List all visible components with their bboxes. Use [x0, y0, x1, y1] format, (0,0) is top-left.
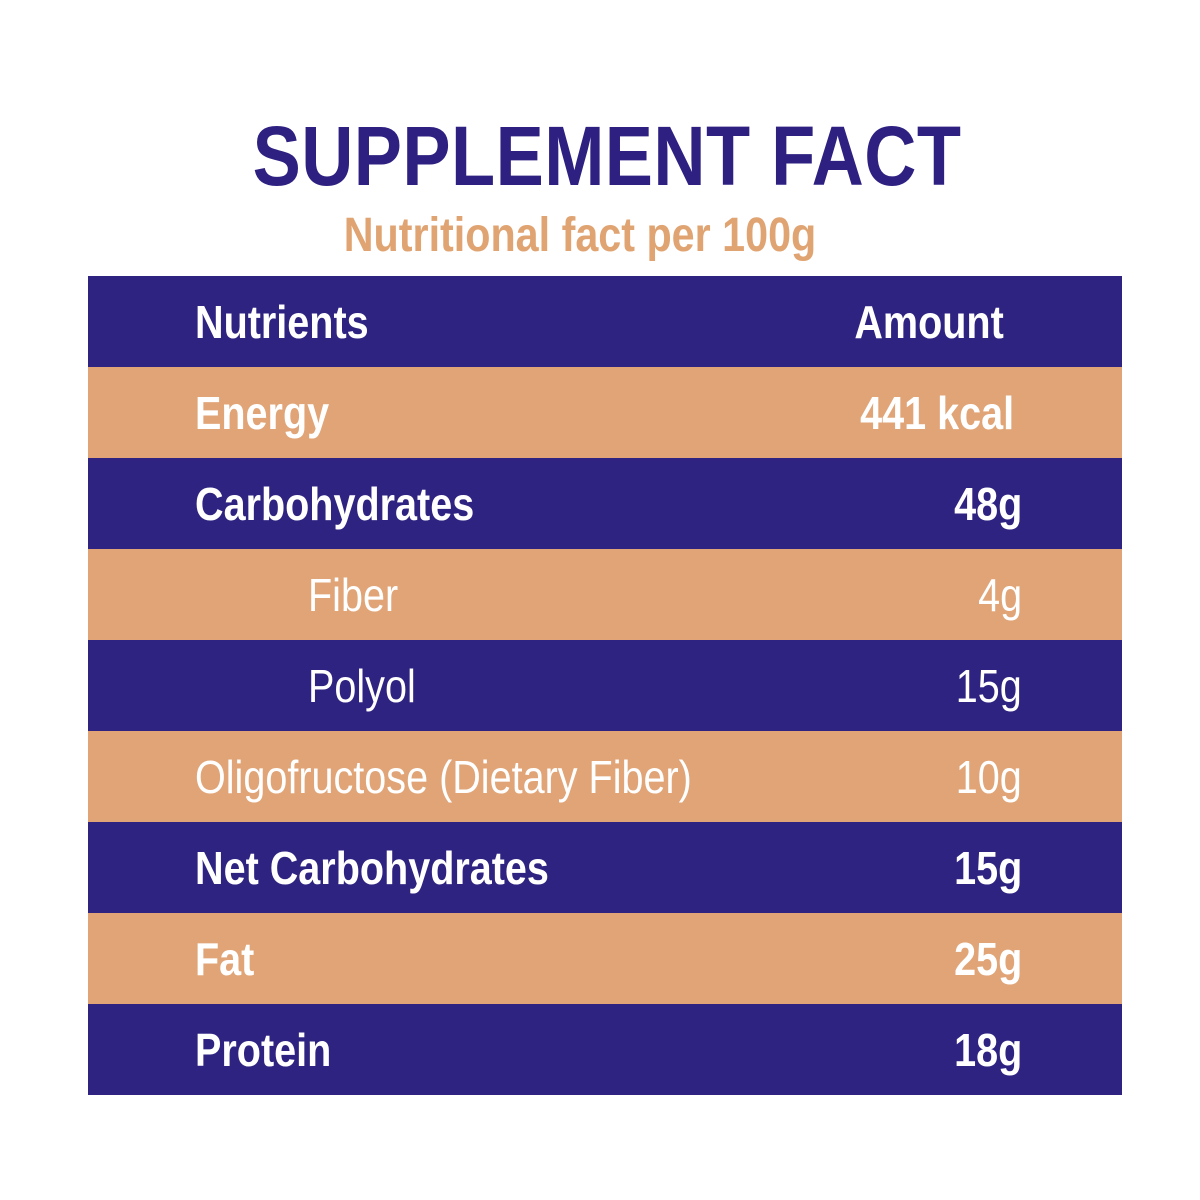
- nutrient-name: Net Carbohydrates: [195, 841, 549, 894]
- table-row-fat: Fat 25g: [88, 913, 1122, 1004]
- nutrient-amount: 18g: [953, 1023, 1022, 1076]
- nutrient-name: Fat: [195, 932, 255, 985]
- nutrient-amount: 441 kcal: [860, 386, 1014, 439]
- nutrient-amount: 25g: [953, 932, 1022, 985]
- header-nutrients-label: Nutrients: [195, 295, 369, 348]
- table-row-polyol: Polyol 15g: [88, 640, 1122, 731]
- nutrient-name: Carbohydrates: [195, 477, 475, 530]
- nutrient-name: Fiber: [308, 568, 399, 621]
- nutrient-name: Polyol: [308, 659, 416, 712]
- nutrient-amount: 15g: [953, 841, 1022, 894]
- table-row-protein: Protein 18g: [88, 1004, 1122, 1095]
- nutrient-amount: 10g: [955, 750, 1022, 803]
- table-row-fiber: Fiber 4g: [88, 549, 1122, 640]
- table-row-carbohydrates: Carbohydrates 48g: [88, 458, 1122, 549]
- nutrient-amount: 48g: [953, 477, 1022, 530]
- nutrient-name: Oligofructose (Dietary Fiber): [195, 750, 692, 803]
- nutrient-name: Energy: [195, 386, 330, 439]
- table-header-row: Nutrients Amount: [88, 276, 1122, 367]
- table-row-net-carbohydrates: Net Carbohydrates 15g: [88, 822, 1122, 913]
- header-amount-label: Amount: [854, 295, 1004, 348]
- nutrient-amount: 4g: [977, 568, 1022, 621]
- table-row-energy: Energy 441 kcal: [88, 367, 1122, 458]
- nutrition-table: Nutrients Amount Energy 441 kcal Carbohy…: [88, 276, 1122, 1095]
- nutrient-name: Protein: [195, 1023, 332, 1076]
- table-row-oligofructose: Oligofructose (Dietary Fiber) 10g: [88, 731, 1122, 822]
- page-title: SUPPLEMENT FACT: [252, 109, 962, 203]
- page-subtitle: Nutritional fact per 100g: [343, 209, 817, 262]
- nutrient-amount: 15g: [955, 659, 1022, 712]
